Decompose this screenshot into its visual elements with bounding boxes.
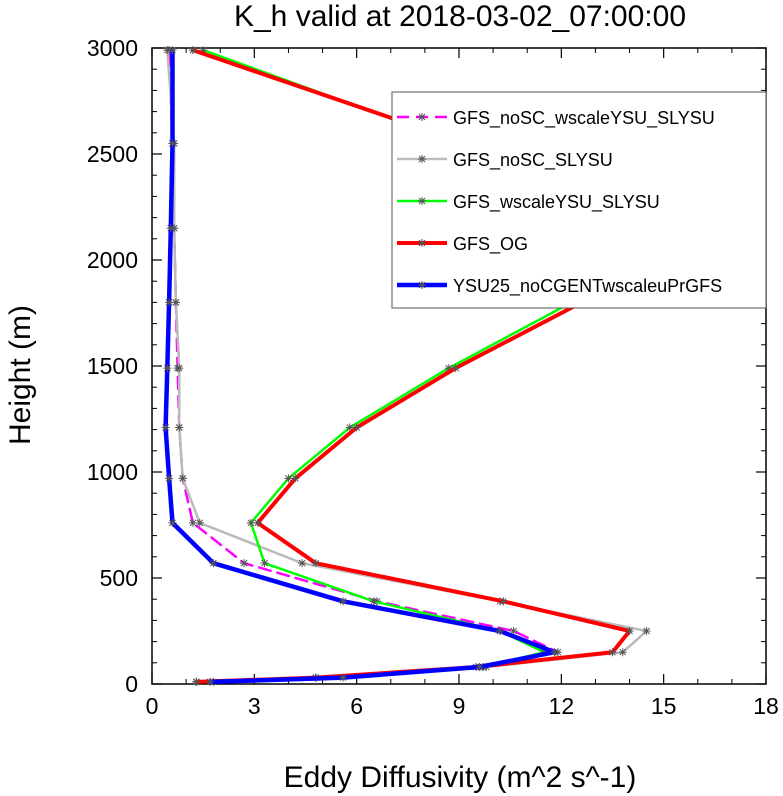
legend: GFS_noSC_wscaleYSU_SLYSU GFS_noSC_SLYSU GF… bbox=[391, 91, 767, 309]
legend-marker-3 bbox=[418, 197, 426, 205]
legend-marker-5 bbox=[418, 281, 426, 289]
series-point-3 bbox=[284, 474, 293, 483]
series-point-3 bbox=[199, 46, 208, 55]
x-tick-label: 0 bbox=[146, 693, 159, 719]
series-point-5 bbox=[495, 627, 504, 635]
y-axis-label: Height (m) bbox=[4, 305, 37, 445]
x-tick-label: 3 bbox=[248, 693, 261, 719]
series-point-4 bbox=[291, 474, 300, 483]
legend-label-2: GFS_noSC_SLYSU bbox=[453, 150, 613, 171]
series-point-1 bbox=[188, 518, 197, 527]
series-point-5 bbox=[168, 518, 177, 527]
x-tick-label: 12 bbox=[549, 693, 575, 719]
series-point-5 bbox=[168, 46, 177, 55]
series-point-5 bbox=[166, 224, 175, 233]
y-tick-label: 0 bbox=[125, 671, 138, 697]
series-point-4 bbox=[451, 364, 460, 373]
y-tick-label: 500 bbox=[100, 565, 138, 591]
series-point-5 bbox=[168, 139, 177, 148]
y-tick-label: 1500 bbox=[87, 353, 138, 379]
series-point-3 bbox=[345, 423, 354, 432]
series-point-2 bbox=[175, 423, 184, 432]
x-tick-label: 15 bbox=[651, 693, 677, 719]
plot-area: 0 3 6 9 12 15 18 0 500 1000 1500 2000 2500 3000 bbox=[87, 35, 779, 719]
y-tick-label: 1000 bbox=[87, 459, 138, 485]
x-tick-label: 18 bbox=[753, 693, 779, 719]
legend-marker-1 bbox=[418, 113, 426, 121]
series-point-5 bbox=[339, 597, 348, 606]
series-point-5 bbox=[209, 559, 218, 568]
x-tick-label: 6 bbox=[350, 693, 363, 719]
y-tick-label: 3000 bbox=[87, 35, 138, 61]
series-point-2 bbox=[618, 648, 627, 657]
series-point-4 bbox=[608, 648, 617, 657]
series-point-5 bbox=[165, 474, 174, 483]
series-point-1 bbox=[509, 627, 518, 635]
y-tick-label: 2000 bbox=[87, 247, 138, 273]
series-point-3 bbox=[260, 559, 269, 568]
legend-box bbox=[391, 91, 767, 309]
legend-marker-2 bbox=[418, 155, 426, 163]
series-point-4 bbox=[625, 627, 634, 635]
series-point-4 bbox=[192, 677, 201, 686]
series-point-2 bbox=[642, 627, 651, 635]
series-point-3 bbox=[444, 364, 453, 373]
series-point-2 bbox=[175, 364, 184, 373]
series-point-4 bbox=[499, 597, 508, 606]
series-point-4 bbox=[188, 46, 197, 55]
series-point-3 bbox=[246, 518, 255, 527]
chart-title: K_h valid at 2018-03-02_07:00:00 bbox=[234, 0, 686, 33]
series-point-4 bbox=[253, 518, 262, 527]
series-point-2 bbox=[178, 474, 187, 483]
x-tick-label: 9 bbox=[453, 693, 466, 719]
legend-label-1: GFS_noSC_wscaleYSU_SLYSU bbox=[453, 108, 715, 129]
series-point-1 bbox=[240, 559, 249, 568]
series-point-4 bbox=[352, 423, 361, 432]
y-tick-label: 2500 bbox=[87, 141, 138, 167]
series-point-4 bbox=[311, 559, 320, 568]
series-point-2 bbox=[163, 46, 172, 55]
legend-label-5: YSU25_noCGENTwscaleuPrGFS bbox=[453, 276, 722, 297]
series-point-5 bbox=[161, 423, 170, 432]
legend-marker-4 bbox=[418, 239, 426, 247]
legend-label-4: GFS_OG bbox=[453, 234, 528, 255]
series-point-5 bbox=[475, 663, 484, 672]
series-point-3 bbox=[369, 597, 378, 606]
series-point-5 bbox=[165, 298, 174, 307]
series-point-5 bbox=[163, 364, 172, 373]
series-point-2 bbox=[298, 559, 307, 568]
series-point-2 bbox=[171, 298, 180, 307]
legend-label-3: GFS_wscaleYSU_SLYSU bbox=[453, 192, 660, 213]
series-point-5 bbox=[339, 673, 348, 682]
series-point-5 bbox=[205, 677, 214, 686]
x-axis-label: Eddy Diffusivity (m^2 s^-1) bbox=[284, 761, 637, 794]
series-point-2 bbox=[195, 518, 204, 527]
series-point-5 bbox=[550, 648, 559, 657]
